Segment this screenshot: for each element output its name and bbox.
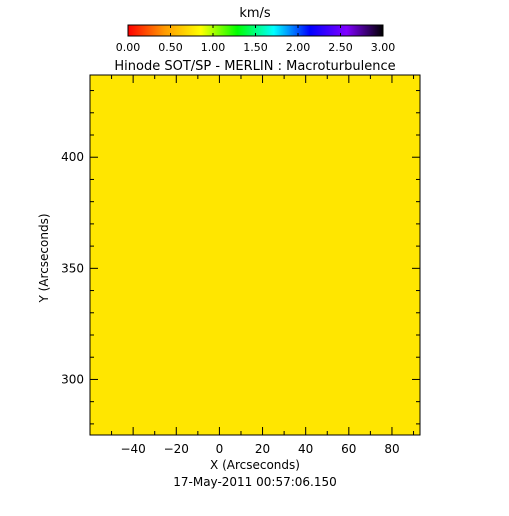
timestamp: 17-May-2011 00:57:06.150	[173, 475, 337, 489]
colorbar-label: km/s	[239, 6, 271, 21]
colorbar-tick-label: 1.50	[243, 41, 268, 54]
y-tick-label: 350	[61, 261, 84, 275]
x-axis-label: X (Arcseconds)	[210, 458, 300, 472]
colorbar-tick-label: 0.00	[116, 41, 141, 54]
colorbar-tick-label: 3.00	[371, 41, 396, 54]
x-tick-label: −40	[120, 442, 145, 456]
x-tick-label: 80	[384, 442, 399, 456]
colorbar-ticks: 0.00 0.50 1.00 1.50 2.00 2.50 3.00	[116, 25, 396, 54]
x-tick-label: 20	[255, 442, 270, 456]
plot-frame	[89, 74, 421, 436]
x-tick-label: 0	[216, 442, 224, 456]
y-axis: 300 350 400	[61, 90, 420, 425]
x-axis: −40 −20 0 20 40 60 80	[111, 75, 415, 456]
colorbar-tick-label: 2.00	[286, 41, 311, 54]
y-tick-label: 400	[61, 150, 84, 164]
x-tick-label: 60	[341, 442, 356, 456]
colorbar-tick-label: 1.00	[201, 41, 226, 54]
chart-title: Hinode SOT/SP - MERLIN : Macroturbulence	[114, 59, 395, 74]
colorbar-tick-label: 0.50	[158, 41, 183, 54]
colorbar-tick-label: 2.50	[328, 41, 353, 54]
y-axis-label: Y (Arcseconds)	[37, 213, 51, 303]
x-tick-label: 40	[298, 442, 313, 456]
heatmap-fill	[90, 75, 420, 435]
y-tick-label: 300	[61, 372, 84, 386]
x-tick-label: −20	[164, 442, 189, 456]
